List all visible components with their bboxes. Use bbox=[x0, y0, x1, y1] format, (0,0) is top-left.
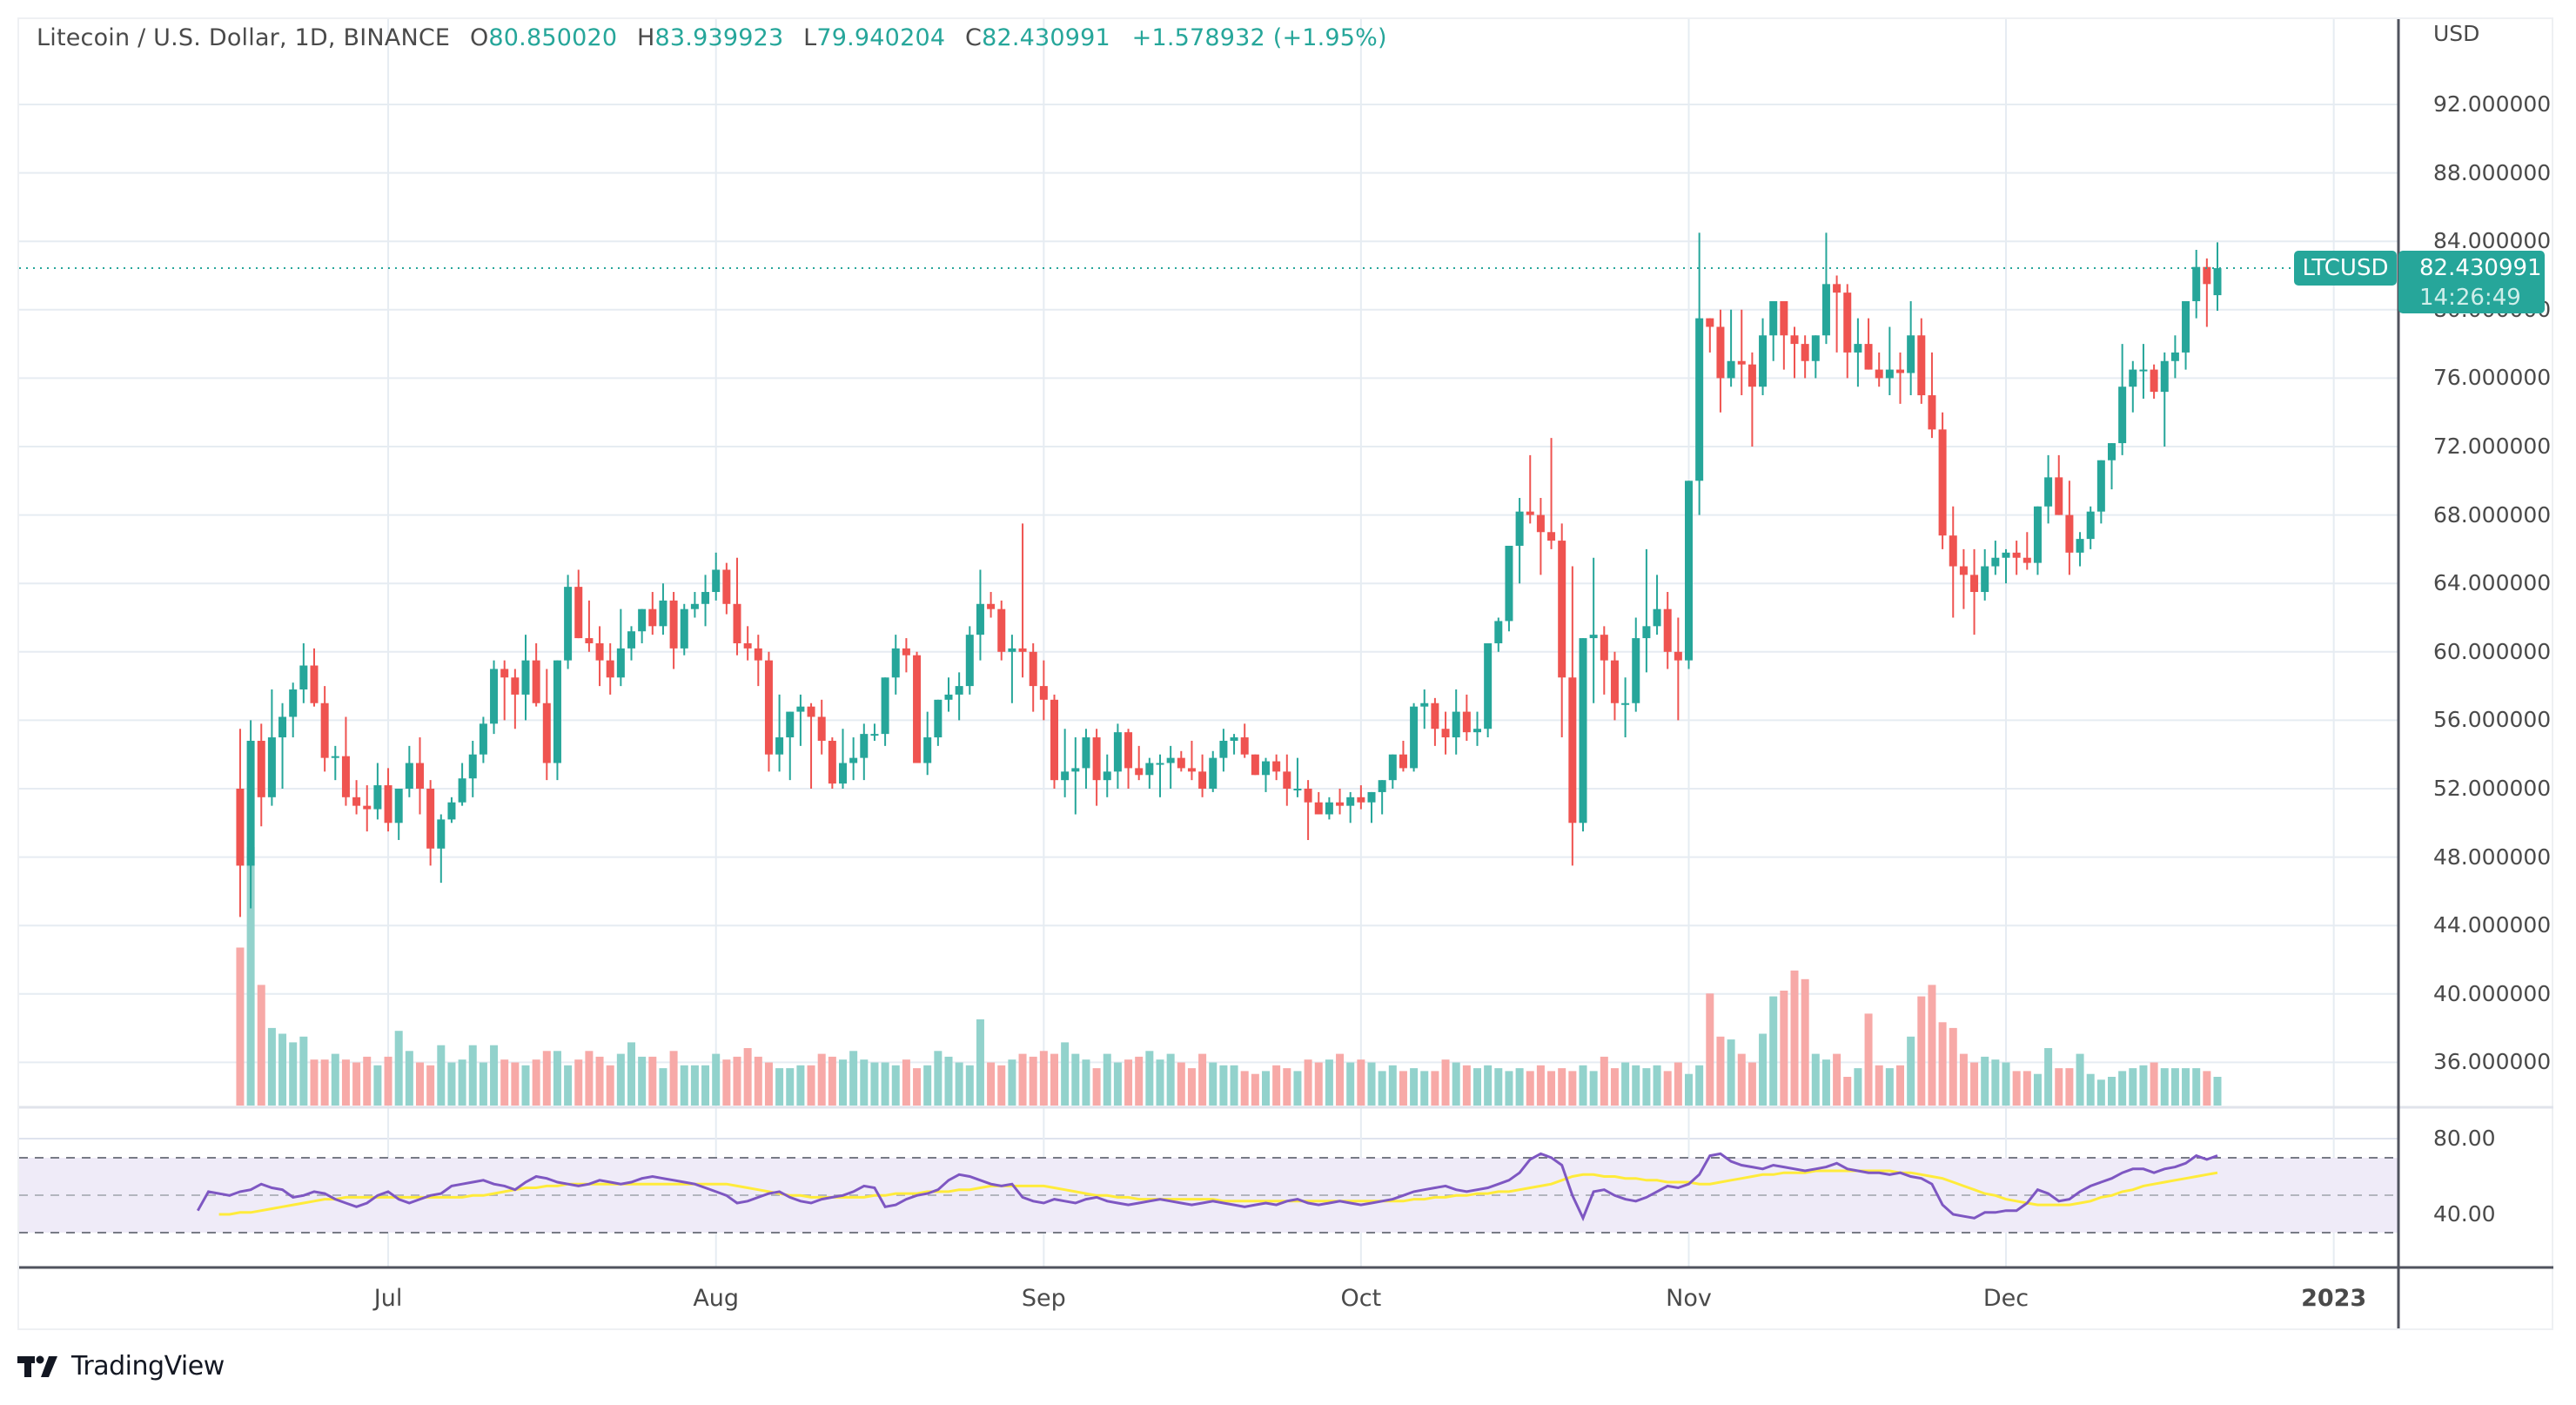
bar-countdown: 14:26:49 bbox=[2419, 285, 2521, 311]
price-tick: 36.000000 bbox=[2433, 1049, 2552, 1075]
price-tick: 68.000000 bbox=[2433, 501, 2552, 528]
tradingview-logo-text: TradingView bbox=[71, 1351, 225, 1381]
price-tick: 48.000000 bbox=[2433, 844, 2552, 870]
rsi-tick-80: 80.00 bbox=[2433, 1126, 2496, 1151]
time-tick: Oct bbox=[1340, 1285, 1382, 1312]
price-change: +1.578932 (+1.95%) bbox=[1131, 24, 1387, 51]
tradingview-logo[interactable]: TradingView bbox=[17, 1351, 225, 1381]
close-label: C bbox=[965, 24, 983, 51]
price-tick: 40.000000 bbox=[2433, 980, 2552, 1006]
rsi-levels bbox=[19, 1157, 2398, 1234]
rsi-ma-line bbox=[218, 1169, 2218, 1216]
price-tick: 44.000000 bbox=[2433, 912, 2552, 938]
time-tick: 2023 bbox=[2301, 1285, 2367, 1312]
open-label: O bbox=[469, 24, 489, 51]
symbol-price-badge: LTCUSD bbox=[2294, 251, 2397, 286]
low-value: 79.940204 bbox=[816, 24, 946, 51]
close-value: 82.430991 bbox=[982, 24, 1110, 51]
chart-frame bbox=[17, 17, 2553, 1330]
time-tick: Aug bbox=[693, 1285, 740, 1312]
price-tick: 92.000000 bbox=[2433, 91, 2552, 117]
time-tick: Nov bbox=[1666, 1285, 1712, 1312]
price-tick: 88.000000 bbox=[2433, 159, 2552, 185]
time-tick: Dec bbox=[1982, 1285, 2029, 1312]
time-tick: Jul bbox=[373, 1285, 403, 1312]
high-value: 83.939923 bbox=[654, 24, 784, 51]
last-price-value: 82.430991 bbox=[2419, 255, 2542, 281]
tradingview-logo-icon bbox=[17, 1355, 57, 1377]
price-tick: 64.000000 bbox=[2433, 570, 2552, 596]
rsi-tick-40: 40.00 bbox=[2433, 1201, 2496, 1227]
time-tick: Sep bbox=[1021, 1285, 1066, 1312]
symbol-legend[interactable]: Litecoin / U.S. Dollar, 1D, BINANCE O80.… bbox=[37, 24, 1387, 51]
price-tick: 52.000000 bbox=[2433, 776, 2552, 801]
currency-label: USD bbox=[2433, 21, 2480, 46]
volume-bars bbox=[236, 847, 2222, 1106]
high-label: H bbox=[637, 24, 655, 51]
last-price-badge: 82.430991 14:26:49 bbox=[2398, 251, 2545, 313]
price-tick: 56.000000 bbox=[2433, 707, 2552, 733]
candlestick-series bbox=[236, 232, 2222, 918]
low-label: L bbox=[803, 24, 817, 51]
price-tick: 60.000000 bbox=[2433, 638, 2552, 664]
price-tick: 84.000000 bbox=[2433, 228, 2552, 254]
symbol-title: Litecoin / U.S. Dollar, 1D, BINANCE bbox=[37, 24, 451, 51]
price-tick: 72.000000 bbox=[2433, 434, 2552, 459]
rsi-line bbox=[196, 1152, 2218, 1222]
open-value: 80.850020 bbox=[488, 24, 618, 51]
price-tick: 76.000000 bbox=[2433, 365, 2552, 391]
